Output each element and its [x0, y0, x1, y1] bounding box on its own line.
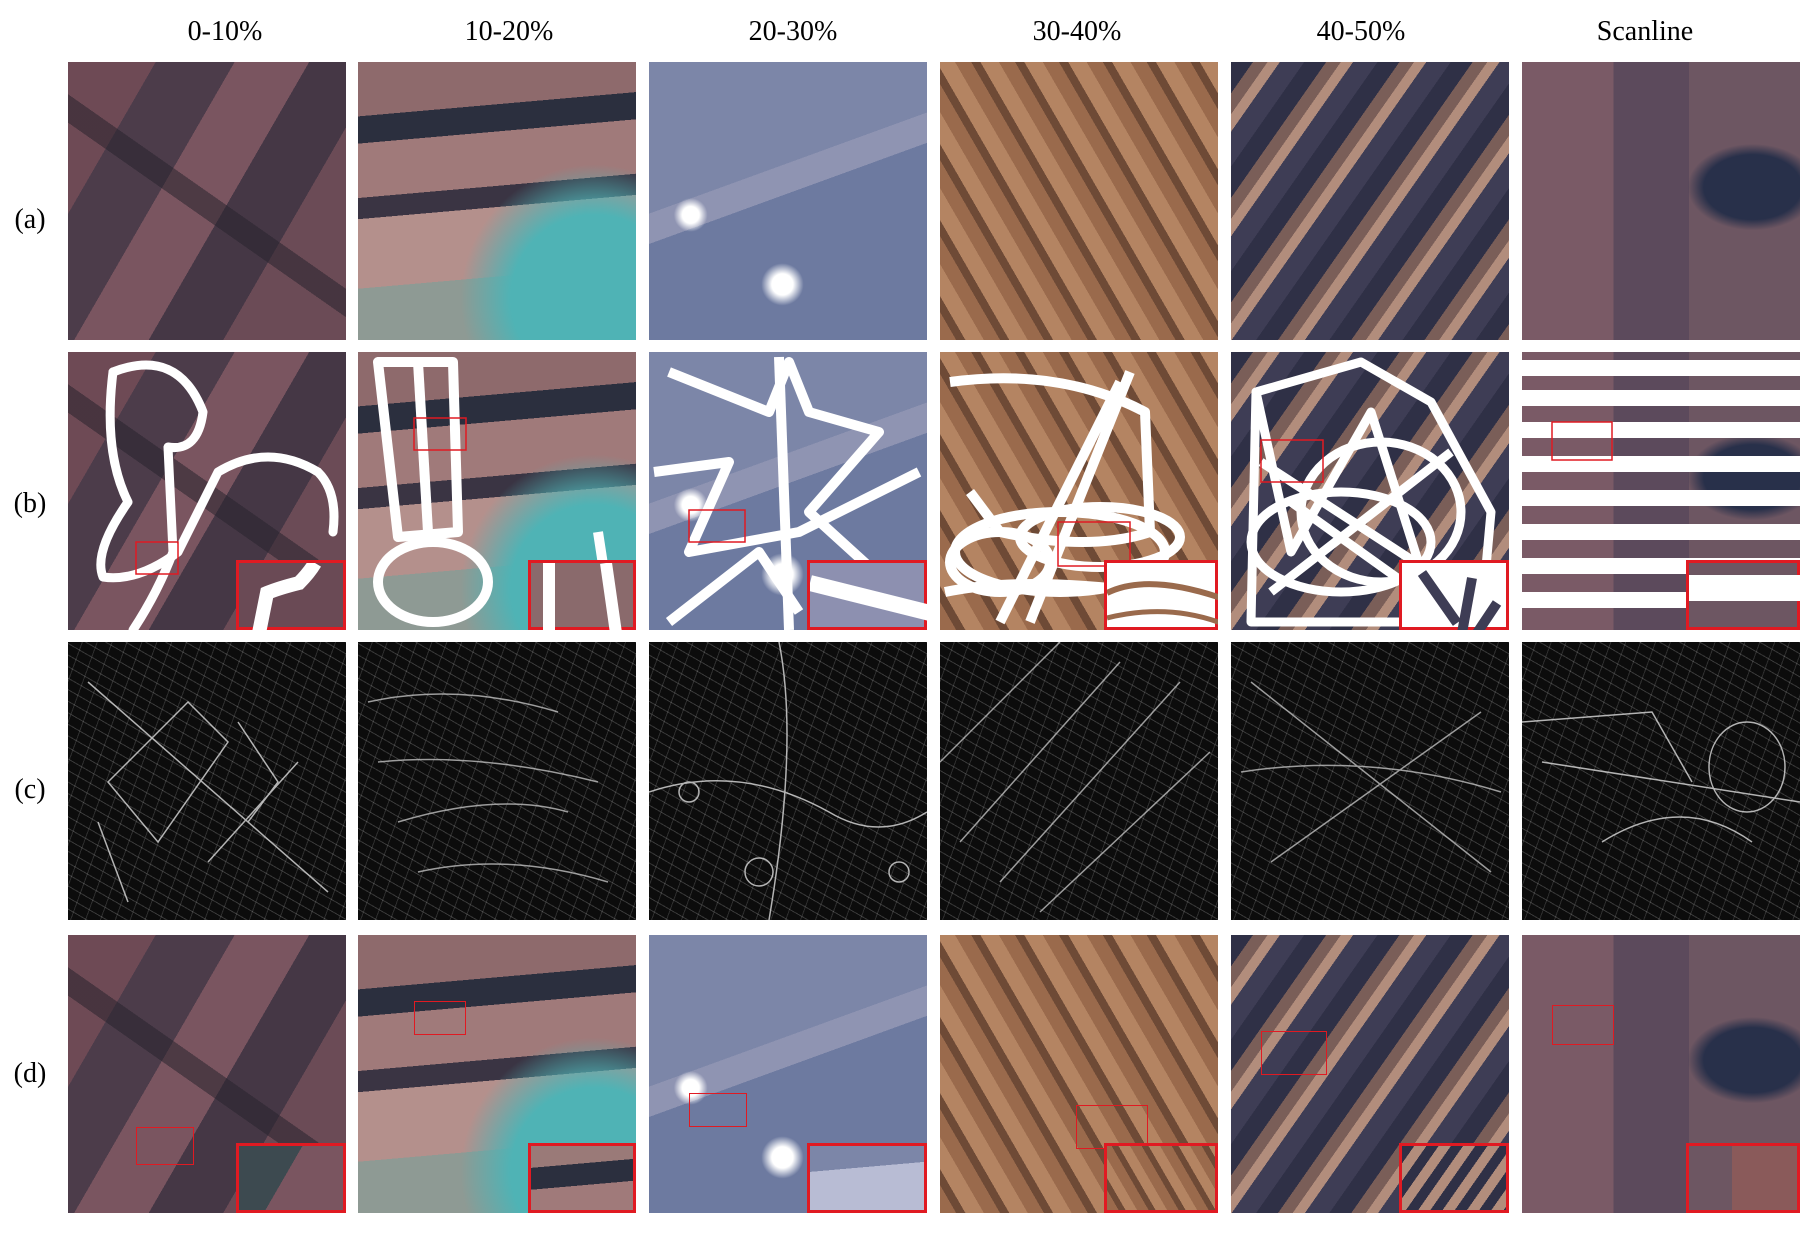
zoom-inset: [1686, 1143, 1800, 1213]
original-image-0: [68, 62, 346, 340]
restored-image-2: [649, 935, 927, 1213]
edge-map-1: [358, 642, 636, 920]
original-image-5: [1522, 62, 1800, 340]
zoom-inset: [1399, 1143, 1509, 1213]
masked-image-4: [1231, 352, 1509, 630]
highlight-box: [1552, 1005, 1614, 1045]
zoom-inset: [1104, 1143, 1218, 1213]
column-header-5: Scanline: [1596, 16, 1694, 47]
original-image-1: [358, 62, 636, 340]
column-header-0: 0-10%: [187, 16, 263, 47]
zoom-inset: [236, 560, 346, 630]
zoom-inset: [528, 560, 636, 630]
edge-map-0: [68, 642, 346, 920]
row-label-b: (b): [13, 488, 47, 519]
highlight-box: [689, 1093, 747, 1127]
masked-image-5: [1522, 352, 1800, 630]
restored-image-4: [1231, 935, 1509, 1213]
edge-map-2: [649, 642, 927, 920]
edge-map-3: [940, 642, 1218, 920]
zoom-inset: [1686, 560, 1800, 630]
column-header-1: 10-20%: [464, 16, 554, 47]
masked-image-0: [68, 352, 346, 630]
highlight-box: [414, 1001, 466, 1035]
zoom-inset: [807, 560, 927, 630]
highlight-box: [1261, 1031, 1327, 1075]
column-header-2: 20-30%: [748, 16, 838, 47]
zoom-inset: [1399, 560, 1509, 630]
row-label-d: (d): [13, 1058, 47, 1089]
masked-image-1: [358, 352, 636, 630]
restored-image-3: [940, 935, 1218, 1213]
column-header-3: 30-40%: [1032, 16, 1122, 47]
edge-map-4: [1231, 642, 1509, 920]
original-image-2: [649, 62, 927, 340]
zoom-inset: [528, 1143, 636, 1213]
zoom-inset: [236, 1143, 346, 1213]
column-header-4: 40-50%: [1316, 16, 1406, 47]
highlight-box: [136, 1127, 194, 1165]
restored-image-0: [68, 935, 346, 1213]
row-label-a: (a): [14, 204, 46, 235]
edge-map-5: [1522, 642, 1800, 920]
masked-image-2: [649, 352, 927, 630]
row-label-c: (c): [14, 774, 46, 805]
restored-image-5: [1522, 935, 1800, 1213]
original-image-3: [940, 62, 1218, 340]
original-image-4: [1231, 62, 1509, 340]
zoom-inset: [807, 1143, 927, 1213]
zoom-inset: [1104, 560, 1218, 630]
masked-image-3: [940, 352, 1218, 630]
restored-image-1: [358, 935, 636, 1213]
